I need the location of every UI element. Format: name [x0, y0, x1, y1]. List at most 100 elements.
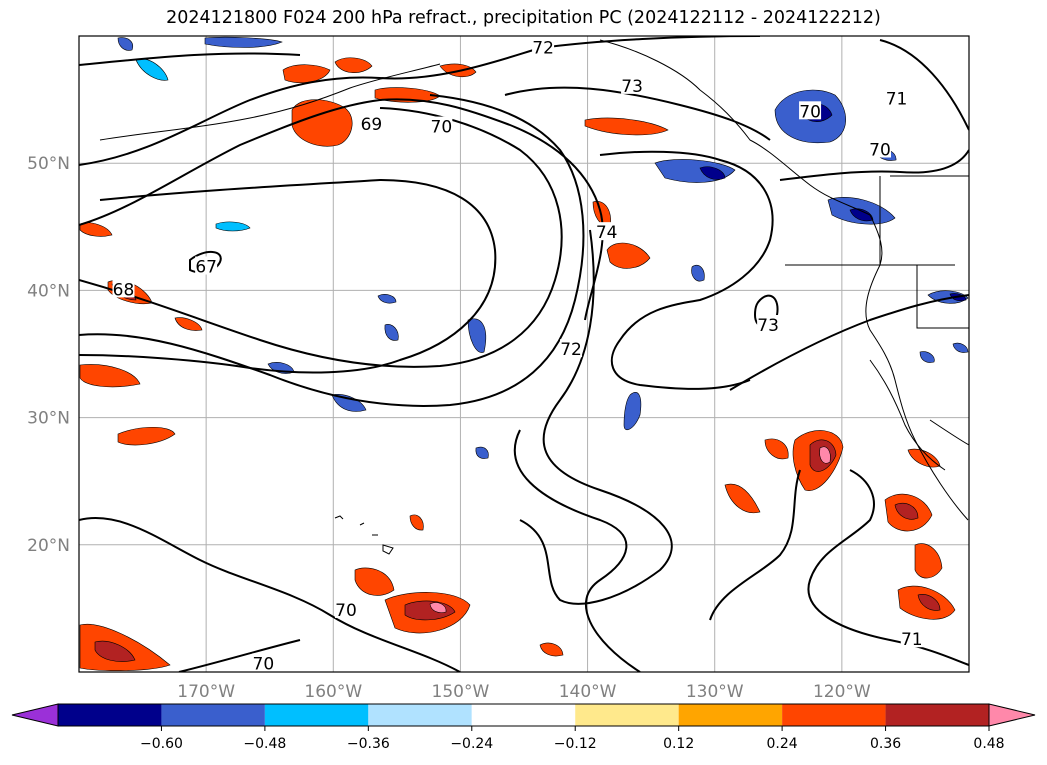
precip-patch-negative — [919, 351, 935, 363]
contour-label: 73 — [621, 77, 643, 97]
contour-label: 74 — [596, 223, 618, 243]
precip-patch-negative — [135, 58, 169, 81]
contour-label: 73 — [757, 316, 779, 336]
longitude-label: 170°W — [177, 682, 235, 702]
precip-core — [94, 640, 136, 662]
colorbar-tick-label: 0.36 — [870, 736, 901, 752]
latitude-label: 20°N — [27, 536, 70, 556]
coastlines — [99, 39, 969, 555]
contour-label-bg — [900, 629, 923, 648]
colorbar-tick-label: 0.48 — [973, 736, 1004, 752]
state-border — [785, 176, 969, 329]
aleutian-coastline — [99, 63, 441, 141]
precip-peak — [429, 602, 447, 613]
contour-label-bg — [799, 101, 822, 120]
precip-patch-positive — [79, 222, 113, 237]
contour-line — [79, 517, 461, 672]
contour-label-bg — [621, 75, 644, 94]
contour-label: 71 — [886, 90, 908, 110]
longitude-label: 160°W — [304, 682, 362, 702]
precip-patch-positive — [334, 57, 373, 73]
precip-patch-positive — [174, 317, 203, 331]
colorbar-tick-label: −0.24 — [450, 736, 493, 752]
contour-line — [504, 86, 771, 141]
colorbar-segment — [264, 704, 369, 726]
latitude-label: 50°N — [27, 154, 70, 174]
precip-patch-negative — [377, 294, 397, 304]
contour-label-bg — [532, 37, 555, 56]
precip-patch-positive — [606, 242, 651, 269]
precip-patch-negative — [475, 446, 489, 459]
latitude-label: 40°N — [27, 281, 70, 301]
contour-line — [79, 52, 301, 66]
colorbar-extend-min — [11, 703, 59, 727]
colorbar-segment — [678, 704, 783, 726]
contour-line — [599, 150, 774, 390]
colorbar-tick-label: 0.24 — [767, 736, 798, 752]
contour-label-bg — [595, 222, 618, 241]
contour-line — [779, 149, 969, 181]
precip-patch-positive — [539, 642, 564, 657]
contour-label-bg — [869, 139, 891, 158]
refractivity-contours — [79, 36, 969, 672]
contour-line — [879, 39, 969, 131]
contour-label: 70 — [431, 118, 453, 138]
contour-line — [709, 469, 801, 621]
contour-label-bg — [885, 88, 908, 107]
precip-patch-positive — [282, 64, 331, 83]
longitude-label: 130°W — [686, 682, 744, 702]
graticule — [79, 36, 969, 672]
contour-line — [519, 229, 673, 605]
contour-label: 70 — [253, 654, 275, 674]
precip-patch-positive — [354, 567, 395, 596]
contour-label: 67 — [195, 258, 217, 278]
map-panel: 72 73 70 71 70 69 70 74 67 68 72 73 70 70 71 — [78, 35, 970, 674]
precip-patch-negative — [215, 221, 251, 232]
precip-patch-positive — [79, 623, 171, 671]
precip-patch-negative — [467, 318, 487, 353]
contour-label-bg — [335, 599, 357, 618]
contour-line — [729, 294, 969, 391]
longitude-labels: 170°W 160°W 150°W 140°W 130°W 120°W — [177, 682, 871, 702]
precip-patch-positive — [724, 483, 761, 514]
colorbar-segment — [782, 704, 886, 726]
gulf-coastline — [929, 419, 969, 446]
precip-patch-negative — [699, 166, 726, 180]
contour-line — [513, 429, 641, 672]
contour-line — [79, 36, 761, 166]
north-america-coastline — [599, 39, 969, 521]
precip-patch-negative — [331, 394, 367, 412]
precip-patch-positive — [409, 514, 424, 531]
precip-core — [917, 594, 941, 611]
colorbar-frame — [57, 703, 990, 727]
contour-line — [79, 94, 585, 407]
contour-label: 70 — [335, 601, 357, 621]
contour-label: 70 — [799, 102, 821, 122]
precip-patch-negative — [117, 37, 133, 51]
contour-label: 71 — [901, 630, 923, 650]
colorbar-segment — [368, 704, 472, 726]
longitude-label: 120°W — [813, 682, 871, 702]
colorbar-segment — [885, 704, 989, 726]
colorbar: −0.60 −0.48 −0.36 −0.24 −0.12 0.12 0.24 0.36 0.4… — [11, 703, 1036, 752]
precip-patch-positive — [117, 427, 176, 446]
precip-core — [894, 502, 919, 520]
contour-line — [178, 639, 301, 672]
contour-line — [79, 98, 604, 321]
hawaii-islands — [334, 515, 394, 555]
precip-patch-positive — [79, 364, 141, 388]
contour-label-bg — [112, 279, 135, 298]
contour-label-bg — [560, 339, 583, 358]
longitude-label: 150°W — [432, 682, 490, 702]
contour-label-bg — [252, 653, 275, 672]
contour-labels: 72 73 70 71 70 69 70 74 67 68 72 73 70 70 71 — [112, 37, 923, 674]
contour-label-bg — [360, 114, 383, 133]
precip-patch-positive — [584, 117, 669, 136]
contour-label-bg — [430, 116, 453, 135]
colorbar-segment — [58, 704, 162, 726]
colorbar-segment — [575, 704, 679, 726]
colorbar-tick-label: −0.48 — [243, 736, 286, 752]
colorbar-tick-label: −0.12 — [554, 736, 597, 752]
contour-label: 69 — [361, 115, 383, 135]
